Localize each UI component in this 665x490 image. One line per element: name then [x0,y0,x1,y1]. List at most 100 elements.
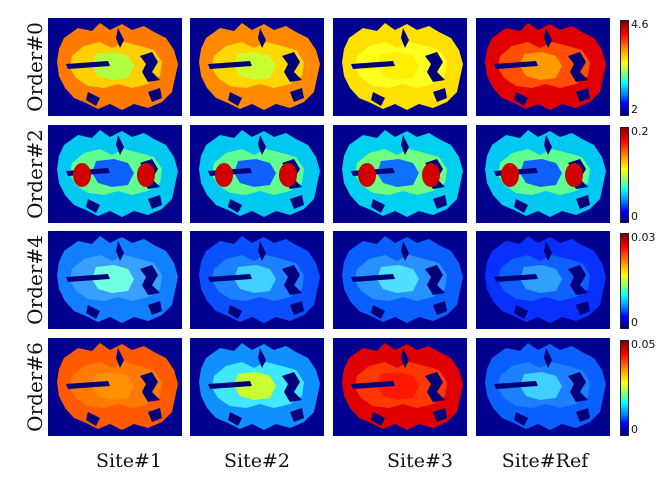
brain-map [57,23,178,110]
midline-fissure [494,381,538,389]
sulcus [576,301,590,315]
brain-map-panel [48,231,182,329]
ventricle-region [140,265,160,295]
sulcus [371,412,385,426]
colorbar [620,340,629,436]
colorbar-min-label: 0 [631,423,638,436]
sulcus [514,199,528,213]
sulcus [116,348,124,368]
midline-fissure [351,61,395,69]
sulcus [86,412,100,426]
brain-map-panel [48,125,182,223]
brain-map-panel [190,338,324,436]
brain-core-region [520,265,562,293]
brain-map-panel [333,338,467,436]
ventricle-region [282,52,302,82]
brain-map-panel [476,125,610,223]
midline-fissure [351,274,395,282]
brain-core-region [520,52,562,80]
ventricle-region [282,372,302,402]
hotspot-left [501,163,519,187]
brain-core-region [92,52,134,80]
colorbar-max-label: 0.05 [631,338,656,351]
brain-map [342,23,463,110]
midline-fissure [494,274,538,282]
sulcus [544,348,552,368]
column-label: Site#3 [387,450,453,472]
sulcus [86,305,100,319]
hotspot-right [422,163,440,187]
sulcus [401,348,409,368]
ventricle-region [568,372,588,402]
sulcus [576,195,590,209]
brain-map-panel [476,231,610,329]
sulcus [290,195,304,209]
sulcus [401,28,409,48]
ventricle-region [568,265,588,295]
colorbar-max-label: 4.6 [631,18,649,31]
sulcus [148,195,162,209]
brain-core-region [377,159,419,187]
brain-map-panel [190,18,324,116]
sulcus [116,135,124,155]
sulcus [576,88,590,102]
sulcus [86,199,100,213]
row-label-text: Order#2 [23,129,48,219]
sulcus [228,199,242,213]
brain-map [342,236,463,323]
column-label: Site#2 [224,450,290,472]
sulcus [576,408,590,422]
sulcus [433,195,447,209]
ventricle-region [425,52,445,82]
hotspot-left [215,163,233,187]
brain-map [57,130,178,217]
brain-map-panel [190,125,324,223]
ventricle-region [140,52,160,82]
sulcus [258,348,266,368]
sulcus [514,305,528,319]
brain-map [199,236,320,323]
brain-map [485,130,606,217]
sulcus [148,301,162,315]
midline-fissure [208,61,252,69]
sulcus [401,241,409,261]
sulcus [258,135,266,155]
sulcus [371,199,385,213]
brain-core-region [377,52,419,80]
sulcus [228,412,242,426]
sulcus [433,88,447,102]
sulcus [371,92,385,106]
brain-map-panel [333,231,467,329]
sulcus [290,301,304,315]
brain-map [57,236,178,323]
midline-fissure [208,381,252,389]
brain-map [199,130,320,217]
brain-core-region [234,372,276,400]
brain-map [199,343,320,430]
sulcus [116,28,124,48]
midline-fissure [66,381,110,389]
sulcus [433,408,447,422]
brain-map-panel [333,18,467,116]
colorbar-min-label: 0 [631,316,638,329]
midline-fissure [494,61,538,69]
brain-core-region [234,52,276,80]
row-label: Order#2 [20,125,50,223]
brain-map-panel [190,231,324,329]
sulcus [258,28,266,48]
sulcus [148,408,162,422]
sulcus [433,301,447,315]
brain-map [57,343,178,430]
row-label-text: Order#0 [23,22,48,112]
column-label: Site#1 [96,450,162,472]
brain-map-panel [333,125,467,223]
colorbar [620,20,629,116]
midline-fissure [66,274,110,282]
sulcus [290,408,304,422]
brain-core-region [92,265,134,293]
sulcus [401,135,409,155]
sulcus [228,305,242,319]
colorbar-min-label: 0 [631,210,638,223]
brain-map [485,23,606,110]
